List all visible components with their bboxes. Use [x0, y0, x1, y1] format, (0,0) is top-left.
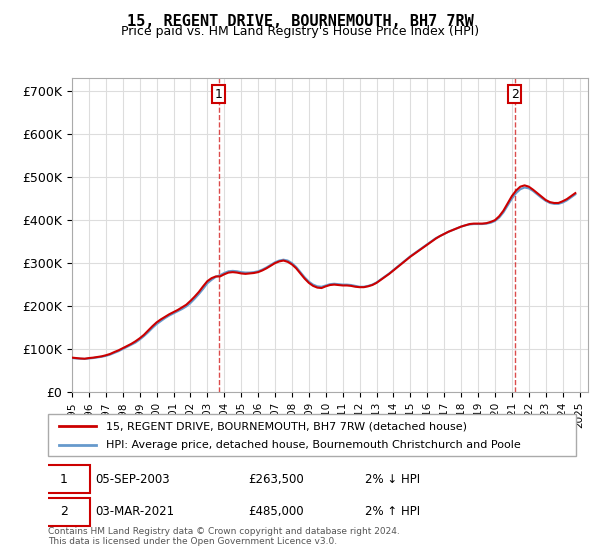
Text: 2% ↓ HPI: 2% ↓ HPI [365, 473, 420, 486]
Text: 05-SEP-2003: 05-SEP-2003 [95, 473, 170, 486]
Text: 1: 1 [60, 473, 68, 486]
Text: 15, REGENT DRIVE, BOURNEMOUTH, BH7 7RW (detached house): 15, REGENT DRIVE, BOURNEMOUTH, BH7 7RW (… [106, 421, 467, 431]
Text: 03-MAR-2021: 03-MAR-2021 [95, 506, 175, 519]
FancyBboxPatch shape [37, 498, 90, 526]
Text: 2: 2 [60, 506, 68, 519]
Text: £485,000: £485,000 [248, 506, 304, 519]
Text: £263,500: £263,500 [248, 473, 304, 486]
FancyBboxPatch shape [48, 414, 576, 456]
Text: 15, REGENT DRIVE, BOURNEMOUTH, BH7 7RW: 15, REGENT DRIVE, BOURNEMOUTH, BH7 7RW [127, 14, 473, 29]
Text: 2% ↑ HPI: 2% ↑ HPI [365, 506, 420, 519]
Text: Contains HM Land Registry data © Crown copyright and database right 2024.
This d: Contains HM Land Registry data © Crown c… [48, 526, 400, 546]
Text: 2: 2 [511, 88, 518, 101]
Text: 1: 1 [215, 88, 223, 101]
FancyBboxPatch shape [37, 465, 90, 493]
Text: HPI: Average price, detached house, Bournemouth Christchurch and Poole: HPI: Average price, detached house, Bour… [106, 440, 521, 450]
Text: Price paid vs. HM Land Registry's House Price Index (HPI): Price paid vs. HM Land Registry's House … [121, 25, 479, 38]
